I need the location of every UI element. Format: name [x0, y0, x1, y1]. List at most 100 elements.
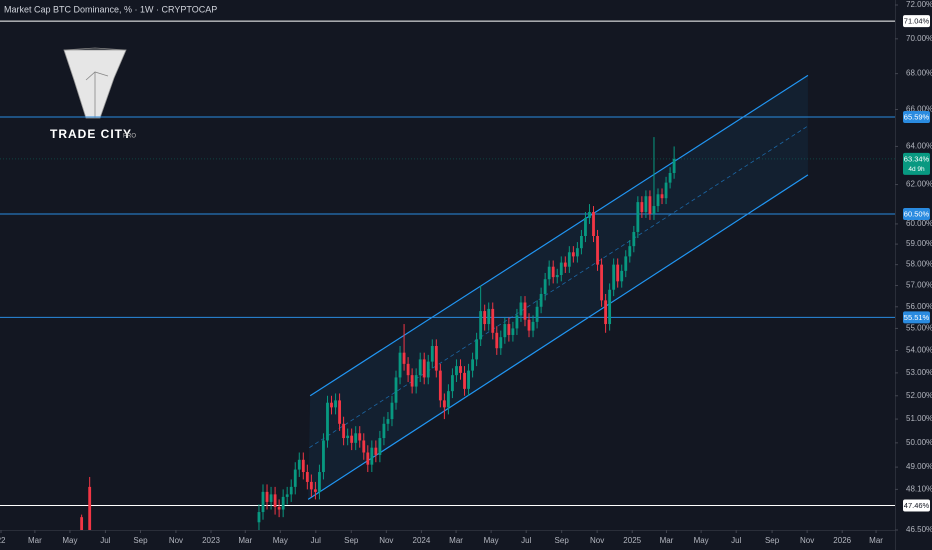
y-tick-label: 68.00%: [906, 69, 932, 78]
candle-body: [620, 270, 624, 282]
x-tick-label: Sep: [765, 536, 780, 545]
candle-body: [616, 264, 620, 282]
candle-body: [551, 266, 555, 278]
candle-body: [318, 472, 321, 492]
candle-body: [539, 293, 543, 307]
candle-body: [592, 211, 595, 236]
candle-body: [507, 324, 511, 335]
candle-body: [410, 375, 414, 387]
candle-body: [358, 433, 362, 441]
candle-body: [644, 196, 648, 212]
candle-body: [487, 308, 491, 325]
logo-tag: PRO: [123, 134, 136, 140]
x-tick-label: May: [694, 536, 709, 545]
candle-body: [555, 275, 559, 278]
candle-body: [386, 419, 390, 424]
candle-body: [495, 332, 499, 349]
candle-body: [418, 359, 422, 376]
level-label-box: [903, 15, 930, 28]
candle-body: [491, 308, 495, 333]
x-tick-label: Jul: [731, 536, 741, 545]
candle-body: [434, 346, 438, 371]
chart-title: Market Cap BTC Dominance, % · 1W · CRYPT…: [4, 4, 217, 14]
x-tick-label: Mar: [660, 536, 674, 545]
candle-body: [547, 266, 551, 280]
candle-body: [309, 481, 313, 490]
y-tick-label: 52.00%: [906, 391, 932, 400]
candle-body: [366, 452, 370, 465]
x-tick-label: Nov: [169, 536, 183, 545]
x-tick-label: 2023: [202, 536, 220, 545]
candle-body: [374, 447, 378, 455]
candle-body: [426, 361, 430, 378]
channel-middle: [309, 125, 809, 449]
y-tick-label: 48.10%: [906, 484, 932, 493]
y-tick-label: 55.00%: [906, 324, 932, 333]
candle-body: [575, 248, 579, 257]
level-label: 47.46%: [904, 501, 930, 510]
y-tick-label: 70.00%: [906, 34, 932, 43]
candle-body: [394, 377, 398, 403]
candle-body: [451, 375, 454, 392]
level-label-box: [903, 207, 930, 220]
plot-area: [0, 20, 895, 530]
x-tick-label: May: [273, 536, 288, 545]
candle-body: [612, 264, 616, 290]
candle-body: [438, 370, 442, 401]
candle-body: [656, 194, 660, 207]
y-tick-label: 54.00%: [906, 346, 932, 355]
candle-body: [342, 423, 346, 439]
candle-body: [346, 435, 350, 439]
candle-body: [459, 366, 462, 373]
x-tick-label: Nov: [800, 536, 814, 545]
y-tick-label: 51.00%: [906, 414, 932, 423]
candle-body: [455, 366, 458, 376]
candle-body: [338, 400, 341, 424]
x-tick-label: Mar: [28, 536, 42, 545]
x-tick-label: Mar: [238, 536, 252, 545]
candle-body: [596, 235, 599, 265]
candle-body: [471, 359, 475, 371]
x-tick-label: May: [62, 536, 77, 545]
y-tick-label: 58.00%: [906, 260, 932, 269]
candle-body: [584, 217, 587, 236]
y-tick-label: 57.00%: [906, 281, 932, 290]
y-tick-label: 50.00%: [906, 438, 932, 447]
x-tick-label: Sep: [344, 536, 359, 545]
last-price-box: [903, 152, 930, 175]
candle-body: [467, 370, 470, 389]
candle-body: [430, 346, 434, 362]
x-tick-label: Jul: [100, 536, 110, 545]
candle-body: [442, 400, 446, 408]
channel-upper: [309, 74, 809, 397]
candle-body: [80, 517, 84, 530]
x-tick-label: 2026: [833, 536, 851, 545]
candle-body: [390, 402, 394, 420]
x-tick-label: Nov: [590, 536, 604, 545]
level-label: 71.04%: [904, 17, 930, 26]
candle-body: [511, 328, 515, 335]
candle-body: [648, 196, 652, 214]
candle-body: [382, 423, 386, 439]
candle-body: [559, 262, 563, 276]
candle-body: [265, 491, 269, 502]
candle-body: [257, 512, 261, 523]
candle-body: [640, 202, 644, 212]
level-label: 55.51%: [904, 313, 930, 322]
candle-body: [636, 202, 640, 232]
level-label-box: [903, 499, 930, 512]
candle-body: [414, 375, 418, 387]
candle-body: [273, 494, 277, 507]
candle-body: [499, 337, 503, 349]
candle-body: [422, 359, 426, 378]
y-tick-label: 56.00%: [906, 302, 932, 311]
candle-body: [281, 496, 285, 510]
x-tick-label: Sep: [133, 536, 148, 545]
candle-body: [322, 440, 325, 473]
candle-body: [608, 289, 612, 325]
candle-body: [301, 459, 305, 473]
y-tick-label: 53.00%: [906, 368, 932, 377]
y-tick-label: 59.00%: [906, 239, 932, 248]
